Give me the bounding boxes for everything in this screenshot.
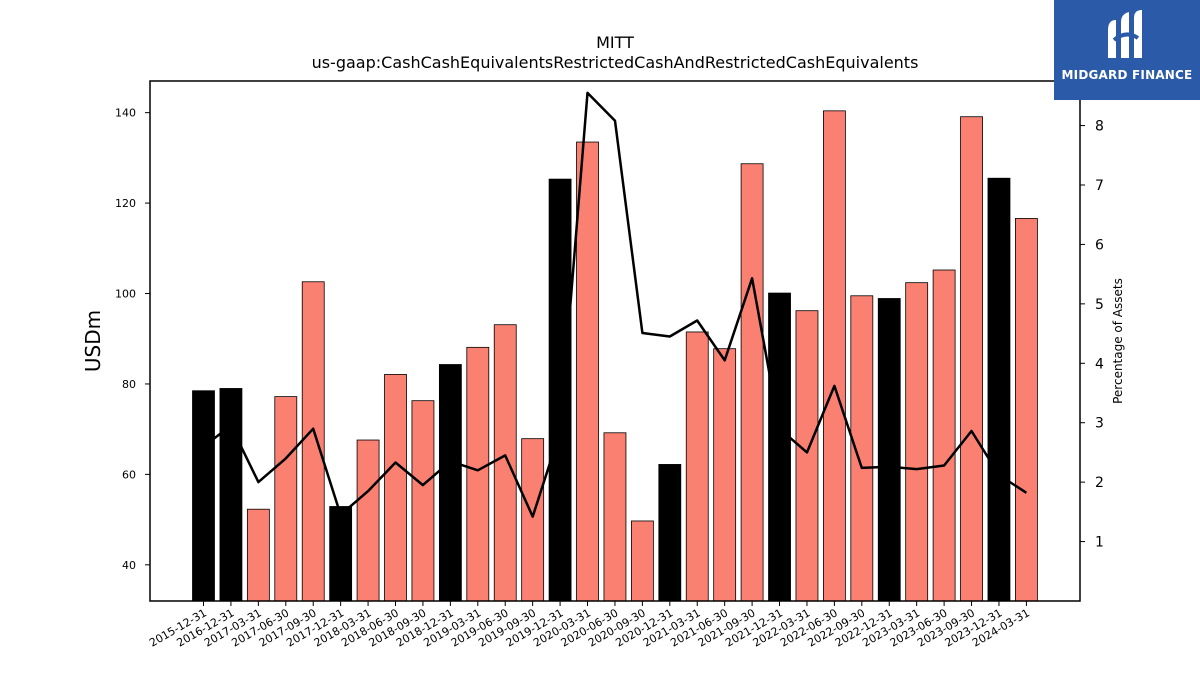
line-series [202, 91, 1028, 518]
bar [438, 364, 462, 602]
bar [795, 310, 819, 602]
y-tick-label: 140 [115, 107, 136, 120]
right-axis-ticks: 1 2 3 4 5 6 7 8 [1080, 119, 1104, 551]
midgard-finance-logo: MIDGARD FINANCE [1054, 0, 1200, 100]
bar [493, 324, 517, 602]
bar [768, 292, 791, 602]
bar [329, 506, 353, 602]
y-axis-label: USDm [81, 310, 105, 372]
bar [411, 400, 435, 602]
bar [877, 298, 901, 602]
x-axis-ticks: 2015-12-312016-12-312017-03-312017-06-30… [147, 601, 1032, 650]
bar [822, 110, 846, 602]
y2-tick-label: 3 [1095, 416, 1104, 432]
logo-text: MIDGARD FINANCE [1061, 68, 1193, 82]
bar [960, 116, 983, 602]
bar [932, 269, 956, 602]
bar [987, 177, 1011, 602]
bar [576, 141, 599, 602]
bar [740, 163, 764, 602]
chart-subtitle: us-gaap:CashCashEquivalentsRestrictedCas… [311, 53, 919, 72]
bar [713, 348, 737, 602]
bar [1015, 218, 1038, 602]
bar [603, 432, 627, 602]
y-tick-label: 80 [122, 378, 136, 391]
bar [685, 331, 709, 602]
y2-tick-label: 5 [1095, 297, 1104, 313]
bar [356, 439, 380, 602]
y2-tick-label: 7 [1095, 178, 1104, 194]
percentage-line [202, 91, 1028, 518]
bar [301, 281, 325, 602]
chart-title: MITT [596, 33, 634, 52]
logo-mark-icon [1108, 10, 1142, 58]
bar [274, 396, 298, 602]
bar [905, 282, 929, 602]
left-axis-ticks: 40 60 80 100 120 140 [115, 107, 150, 572]
y-tick-label: 40 [122, 559, 136, 572]
bar-series [192, 110, 1038, 602]
bar [630, 520, 654, 602]
bar [658, 464, 682, 602]
y2-axis-label: Percentage of Assets [1111, 278, 1125, 404]
bar [548, 178, 572, 602]
bar [384, 374, 407, 602]
bar [192, 390, 215, 602]
y-tick-label: 100 [115, 288, 136, 301]
y2-tick-label: 6 [1095, 237, 1104, 253]
bar [246, 508, 270, 602]
y2-tick-label: 8 [1095, 119, 1104, 135]
bar [219, 388, 243, 602]
y-tick-label: 60 [122, 468, 136, 481]
y-tick-label: 120 [115, 197, 136, 210]
y2-tick-label: 2 [1095, 475, 1104, 491]
bar [521, 438, 545, 602]
bar [466, 346, 490, 602]
y2-tick-label: 1 [1095, 535, 1104, 551]
y2-tick-label: 4 [1095, 356, 1104, 372]
